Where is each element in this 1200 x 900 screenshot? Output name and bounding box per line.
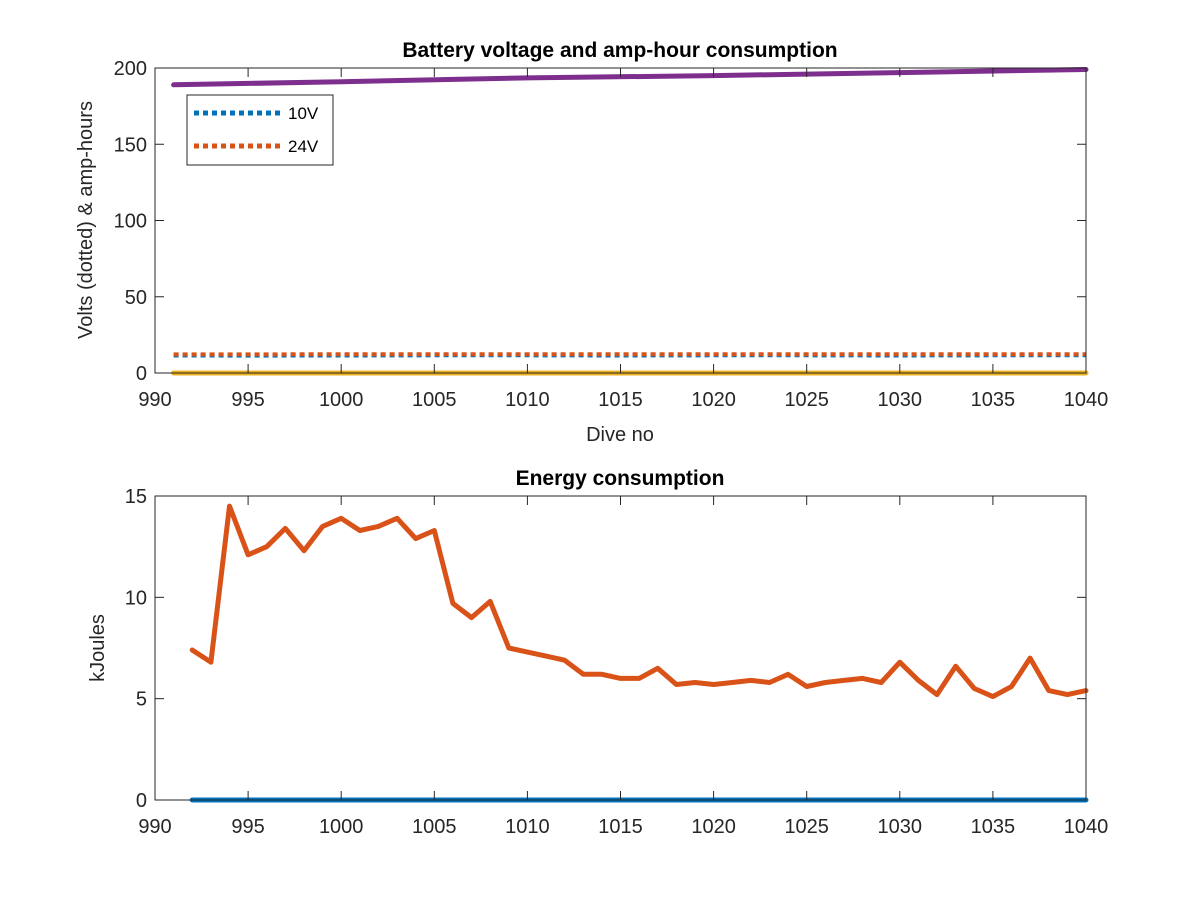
x-tick-label: 1035 [971,816,1016,838]
x-tick-label: 1025 [784,816,829,838]
axis-ticks: 990 995 1000 1005 1010 1015 1020 1025 1030 1035 10… [125,486,1109,838]
y-axis-label: kJoules [87,614,109,682]
x-tick-label: 1030 [878,816,923,838]
x-tick-label: 990 [138,816,171,838]
energy-consumption-chart: Energy consumption 990 995 1000 1005 1010 101… [87,467,1108,838]
x-tick-label: 1025 [784,389,829,411]
x-tick-label: 1020 [691,389,736,411]
x-tick-label: 1000 [319,389,364,411]
axis-ticks: 990 995 1000 1005 1010 1015 1020 1025 1030 1035 10… [114,58,1109,411]
y-tick-label: 0 [136,363,147,385]
x-tick-label: 1005 [412,816,457,838]
y-tick-label: 5 [136,689,147,711]
legend-label-10v: 10V [288,104,319,123]
x-tick-label: 995 [231,816,264,838]
x-tick-label: 1035 [971,389,1016,411]
voltage-amp-hour-chart: Battery voltage and amp-hour consumption… [75,39,1108,446]
x-tick-label: 990 [138,389,171,411]
y-tick-label: 15 [125,486,147,508]
x-tick-label: 1040 [1064,816,1109,838]
y-tick-label: 200 [114,58,147,80]
x-tick-label: 1015 [598,389,643,411]
x-tick-label: 1020 [691,816,736,838]
x-tick-label: 1010 [505,389,550,411]
y-tick-label: 0 [136,790,147,812]
legend-label-24v: 24V [288,137,319,156]
y-tick-label: 100 [114,211,147,233]
legend-box [186,94,334,166]
x-tick-label: 1040 [1064,389,1109,411]
y-axis-label: Volts (dotted) & amp-hours [75,101,97,339]
x-tick-label: 995 [231,389,264,411]
x-tick-label: 1005 [412,389,457,411]
x-tick-label: 1010 [505,816,550,838]
y-tick-label: 150 [114,134,147,156]
chart-title: Battery voltage and amp-hour consumption [402,39,837,62]
x-axis-label: Dive no [586,424,654,446]
y-tick-label: 50 [125,287,147,309]
legend: 10V 24V [186,94,334,166]
x-tick-label: 1000 [319,816,364,838]
series-line-s1 [189,503,1089,700]
x-tick-label: 1015 [598,816,643,838]
x-tick-label: 1030 [878,389,923,411]
chart-title: Energy consumption [516,467,725,490]
y-tick-label: 10 [125,587,147,609]
